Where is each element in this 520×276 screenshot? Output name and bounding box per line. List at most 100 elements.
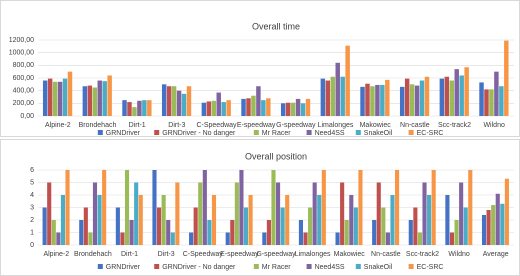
bar (380, 84, 385, 116)
x-tick-label: Limalonges (295, 251, 331, 258)
x-tick-label: Average (483, 251, 509, 258)
bar (161, 195, 166, 245)
legend-label: Need4SS (315, 264, 345, 271)
bar (375, 84, 380, 116)
bar (486, 210, 491, 245)
bar (97, 195, 102, 245)
x-tick-label: Alpine-2 (43, 251, 69, 258)
bar (404, 78, 410, 116)
legend-label: SnakeOil (364, 264, 393, 271)
y-tick-label: 3 (30, 204, 34, 211)
legend-swatch (253, 264, 259, 269)
bar (248, 195, 253, 245)
legend-swatch (97, 130, 103, 135)
bar (300, 103, 306, 116)
bar (206, 101, 212, 116)
bar (444, 76, 450, 116)
y-tick-label: 800,00 (13, 62, 35, 69)
x-tick-label: Dirt-3 (158, 251, 175, 258)
bar (414, 85, 420, 116)
legend-swatch (154, 264, 160, 269)
bar (317, 195, 322, 245)
bar (335, 232, 340, 245)
bar (370, 86, 375, 116)
bar (42, 207, 47, 245)
bar (127, 102, 132, 116)
bar (499, 86, 504, 116)
bar (439, 78, 445, 116)
bar (330, 76, 336, 116)
legend-label: EC-SRC (417, 264, 444, 271)
legend-swatch (154, 130, 160, 135)
bar (170, 232, 175, 245)
legend-label: Mr Racer (262, 264, 291, 271)
bar (166, 220, 171, 245)
y-tick-label: 2 (30, 217, 34, 224)
bar (129, 220, 134, 245)
bar (395, 170, 400, 245)
bar (92, 87, 98, 116)
bar (166, 86, 172, 116)
bar (120, 232, 125, 245)
bar (92, 182, 98, 245)
bar (340, 76, 345, 116)
bar (42, 80, 48, 116)
x-tick-label: G-speedway (256, 251, 296, 258)
y-tick-label: 0,00 (20, 113, 34, 120)
x-tick-label: Dirt-1 (121, 251, 138, 258)
bar (399, 86, 405, 116)
legend-swatch (408, 264, 414, 269)
bar (454, 220, 459, 245)
bar (97, 80, 102, 116)
bar (87, 85, 93, 116)
bar (134, 182, 139, 245)
bar (376, 182, 381, 245)
bar (246, 98, 251, 116)
chart-title: Overall position (245, 151, 307, 161)
bar (340, 182, 345, 245)
bar (102, 81, 107, 116)
y-tick-label: 5 (30, 179, 34, 186)
bar (211, 100, 217, 116)
bar (464, 67, 469, 116)
bar (494, 71, 499, 116)
legend-label: Need4SS (315, 130, 345, 137)
bar (445, 195, 450, 245)
y-tick-label: 6 (30, 167, 34, 174)
bar (243, 207, 249, 245)
bar (385, 232, 390, 245)
legend-swatch (97, 264, 103, 269)
bar (285, 195, 290, 245)
bar (88, 232, 93, 245)
bar (152, 170, 157, 245)
bar (409, 84, 415, 116)
bar (365, 83, 370, 116)
bar (266, 220, 271, 245)
bar (221, 102, 226, 116)
bar (285, 102, 291, 116)
bar (234, 182, 239, 245)
bar (193, 207, 198, 245)
bar (211, 195, 217, 245)
bar (171, 86, 177, 116)
bar (230, 220, 235, 245)
bar (216, 92, 221, 116)
bar (372, 220, 377, 245)
x-tick-label: G-speedway (276, 122, 316, 129)
x-tick-label: Alpine-2 (45, 122, 71, 129)
x-tick-label: Makowiec (334, 251, 366, 258)
legend-swatch (355, 130, 361, 135)
bar (115, 207, 120, 245)
y-tick-label: 400,00 (13, 88, 35, 95)
bar (305, 98, 311, 116)
bar (51, 220, 56, 245)
legend-label: GRNDriver - No danger (162, 130, 236, 137)
bar (280, 207, 285, 245)
y-tick-label: 4 (30, 192, 34, 199)
legend-label: EC-SRC (417, 130, 444, 137)
legend-swatch (253, 130, 259, 135)
bar (335, 62, 340, 116)
x-tick-label: Dirt-3 (168, 122, 185, 129)
bar (454, 69, 459, 116)
bar (303, 232, 308, 245)
